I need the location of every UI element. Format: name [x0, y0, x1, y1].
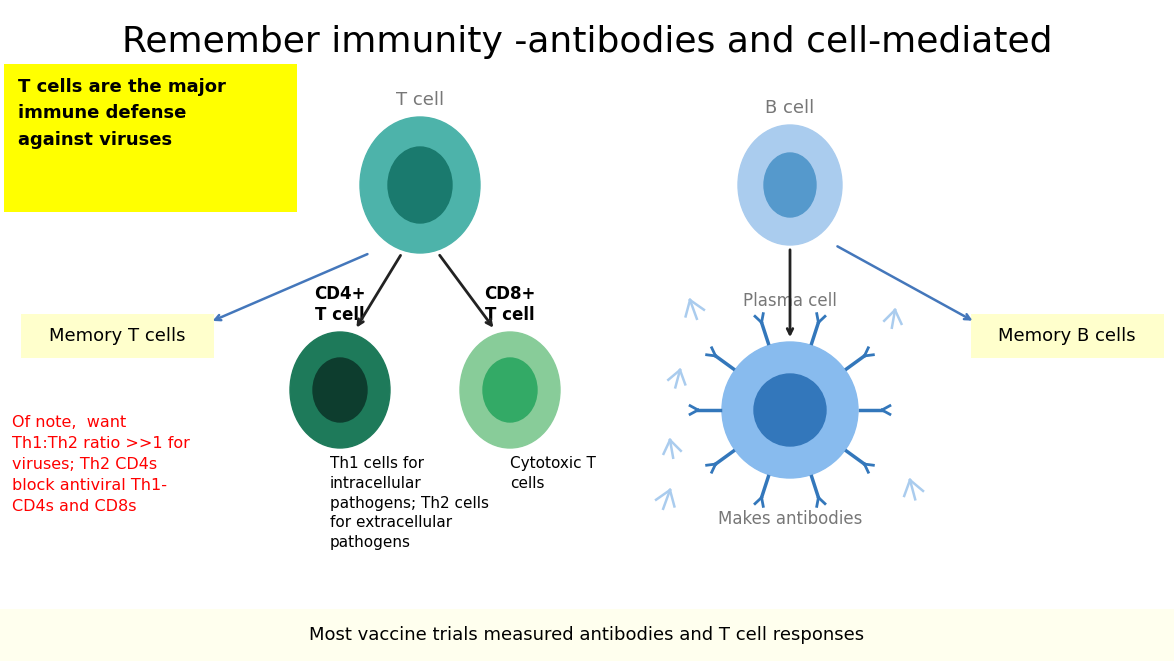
Text: Memory T cells: Memory T cells	[49, 327, 185, 345]
FancyBboxPatch shape	[4, 64, 297, 212]
Ellipse shape	[738, 125, 842, 245]
Text: Plasma cell: Plasma cell	[743, 292, 837, 310]
Ellipse shape	[360, 117, 480, 253]
Ellipse shape	[387, 147, 452, 223]
Text: Th1 cells for
intracellular
pathogens; Th2 cells
for extracellular
pathogens: Th1 cells for intracellular pathogens; T…	[330, 456, 490, 550]
FancyBboxPatch shape	[971, 314, 1163, 358]
Text: Memory B cells: Memory B cells	[998, 327, 1135, 345]
Ellipse shape	[483, 358, 537, 422]
Ellipse shape	[764, 153, 816, 217]
Ellipse shape	[460, 332, 560, 448]
FancyBboxPatch shape	[21, 314, 214, 358]
Text: Cytotoxic T
cells: Cytotoxic T cells	[510, 456, 596, 491]
Text: Most vaccine trials measured antibodies and T cell responses: Most vaccine trials measured antibodies …	[310, 626, 864, 644]
Text: T cells are the major
immune defense
against viruses: T cells are the major immune defense aga…	[18, 78, 225, 149]
Text: T cell: T cell	[396, 91, 444, 109]
Text: Makes antibodies: Makes antibodies	[717, 510, 862, 528]
Ellipse shape	[754, 374, 826, 446]
FancyBboxPatch shape	[0, 609, 1174, 661]
Text: CD8+
T cell: CD8+ T cell	[485, 285, 535, 324]
Ellipse shape	[313, 358, 367, 422]
Ellipse shape	[290, 332, 390, 448]
Ellipse shape	[722, 342, 858, 478]
Text: B cell: B cell	[765, 99, 815, 117]
Text: CD4+
T cell: CD4+ T cell	[315, 285, 366, 324]
Text: Of note,  want
Th1:Th2 ratio >>1 for
viruses; Th2 CD4s
block antiviral Th1-
CD4s: Of note, want Th1:Th2 ratio >>1 for viru…	[12, 415, 190, 514]
Text: Remember immunity -antibodies and cell-mediated: Remember immunity -antibodies and cell-m…	[122, 25, 1052, 59]
